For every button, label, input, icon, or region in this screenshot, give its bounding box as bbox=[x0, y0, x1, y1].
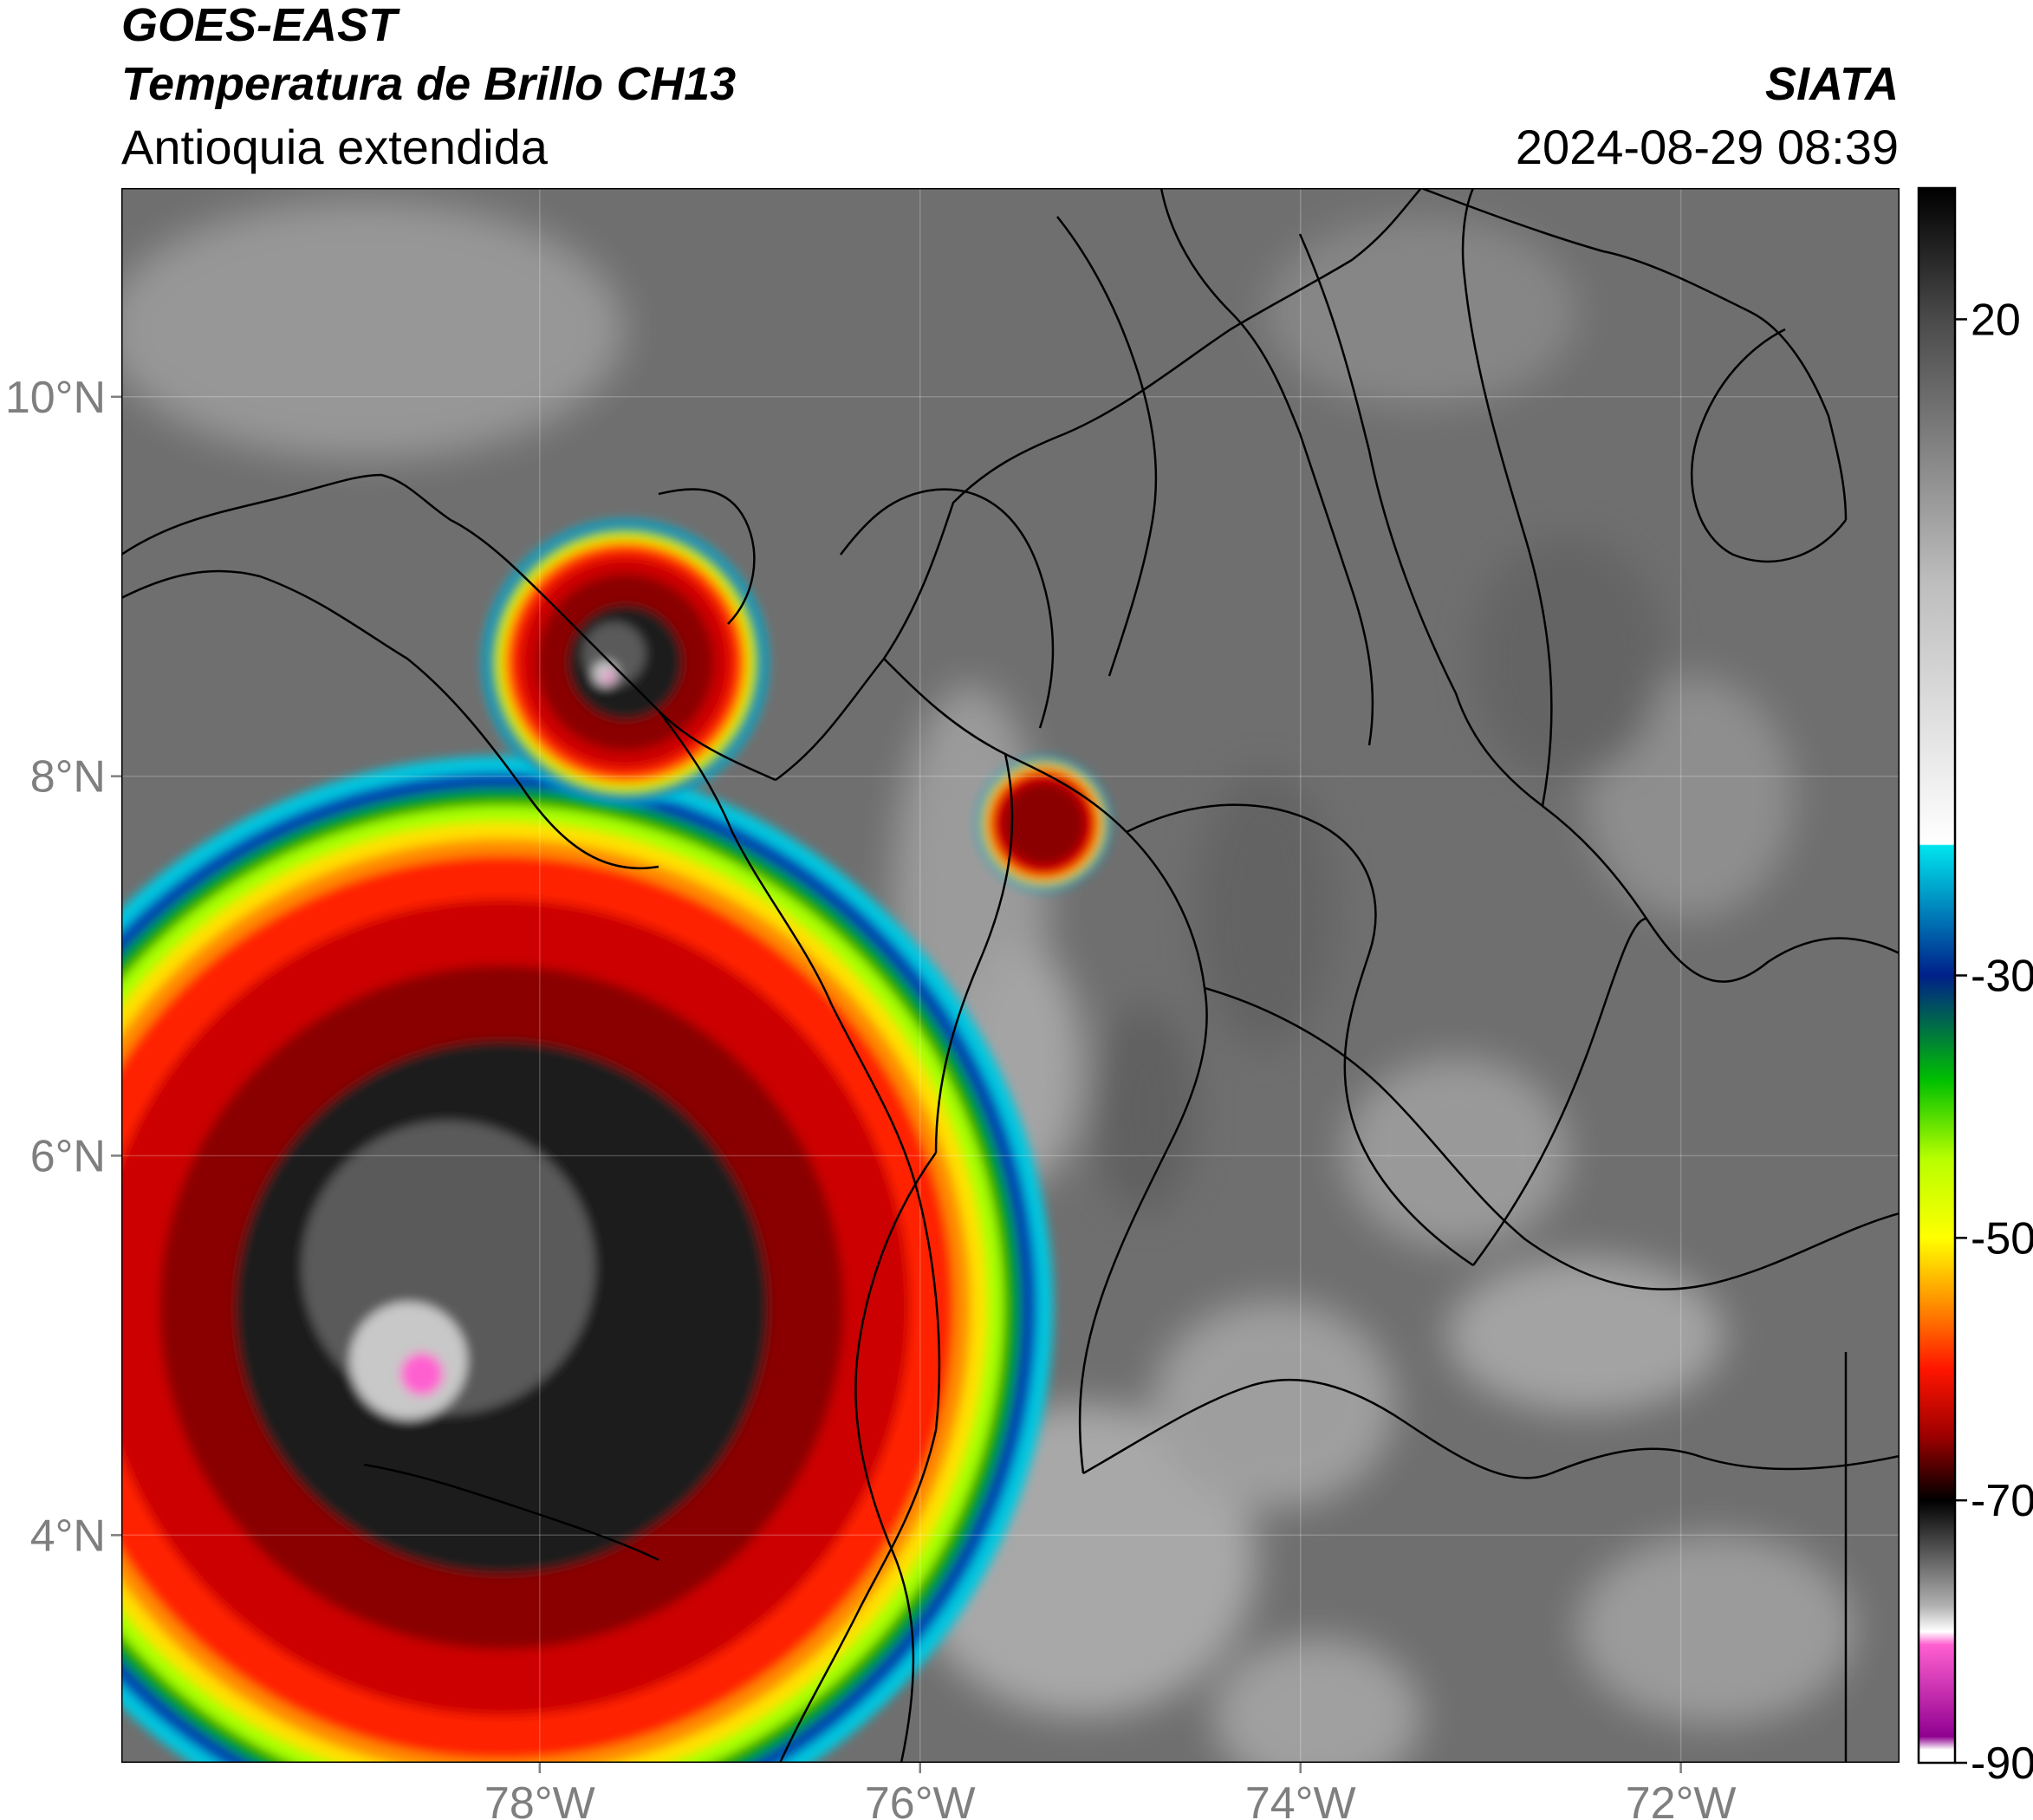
coastline-darien bbox=[658, 488, 756, 625]
lat-tick-label: 6°N bbox=[30, 1131, 106, 1181]
agency-label: SIATA bbox=[1765, 58, 1899, 110]
colorbar-tick-label: 20 bbox=[1971, 295, 2021, 345]
storm-cell bbox=[121, 756, 1054, 1763]
lon-tick-label: 78°W bbox=[484, 1778, 595, 1820]
cloud-texture bbox=[121, 199, 1854, 1763]
map-area bbox=[121, 188, 1900, 1763]
colorbar-tick-label: -90 bbox=[1971, 1739, 2033, 1789]
border-boyaca bbox=[1471, 917, 1647, 1266]
coastline-panama-south bbox=[121, 569, 659, 870]
colorbar-tick-label: -30 bbox=[1971, 952, 2033, 1002]
storm-cell bbox=[977, 757, 1111, 891]
border-magdalena-valley bbox=[1126, 803, 1474, 1267]
border-cordoba-sucre bbox=[1056, 216, 1158, 677]
coastline-island bbox=[363, 1463, 659, 1562]
product-title: Temperatura de Brillo CH13 bbox=[121, 58, 737, 110]
storm-coldest-top bbox=[400, 1352, 444, 1395]
country-borders bbox=[121, 188, 1900, 1763]
coastline-pacific-colombia bbox=[657, 710, 941, 1763]
lat-tick-label: 8°N bbox=[30, 752, 106, 803]
border-south bbox=[1082, 1378, 1900, 1479]
border-colombia-venezuela bbox=[1298, 233, 1900, 983]
lat-tick-label: 4°N bbox=[30, 1511, 106, 1561]
border-cesar-santander bbox=[1461, 188, 1553, 807]
lon-tick-label: 72°W bbox=[1626, 1778, 1737, 1820]
colorbar-ramp bbox=[1919, 188, 1955, 1763]
latitude-ticks: 10°N 8°N 6°N 4°N bbox=[5, 373, 121, 1561]
colorbar: 20 -30 -50 -70 -90 bbox=[1917, 186, 2033, 1789]
datetime-label: 2024-08-29 08:39 bbox=[1515, 120, 1899, 174]
colorbar-ticks: 20 -30 -50 -70 -90 bbox=[1955, 295, 2033, 1789]
graticule bbox=[121, 188, 1900, 1763]
border-central-east bbox=[1204, 986, 1900, 1290]
region-subtitle: Antioquia extendida bbox=[121, 120, 548, 174]
storm-cell bbox=[482, 519, 769, 805]
border-valle-cauca bbox=[854, 1152, 938, 1763]
longitude-ticks: 78°W 76°W 74°W 72°W bbox=[484, 1763, 1737, 1820]
lon-tick-label: 74°W bbox=[1245, 1778, 1356, 1820]
coastline-maracaibo-lake bbox=[1690, 328, 1847, 562]
border-uraba bbox=[840, 488, 1055, 729]
satellite-title: GOES-EAST bbox=[121, 0, 398, 51]
storm-systems bbox=[121, 519, 1111, 1763]
border-bolivar bbox=[1159, 188, 1374, 746]
lat-tick-label: 10°N bbox=[5, 373, 106, 423]
colorbar-tick-label: -70 bbox=[1971, 1476, 2033, 1526]
lon-tick-label: 76°W bbox=[865, 1778, 976, 1820]
border-antioquia-choco bbox=[934, 753, 1014, 1154]
storm-ring bbox=[1002, 782, 1086, 865]
colorbar-tick-label: -50 bbox=[1971, 1213, 2033, 1264]
storm-coldest-top bbox=[603, 672, 614, 682]
coastline-guajira bbox=[1420, 188, 1848, 521]
